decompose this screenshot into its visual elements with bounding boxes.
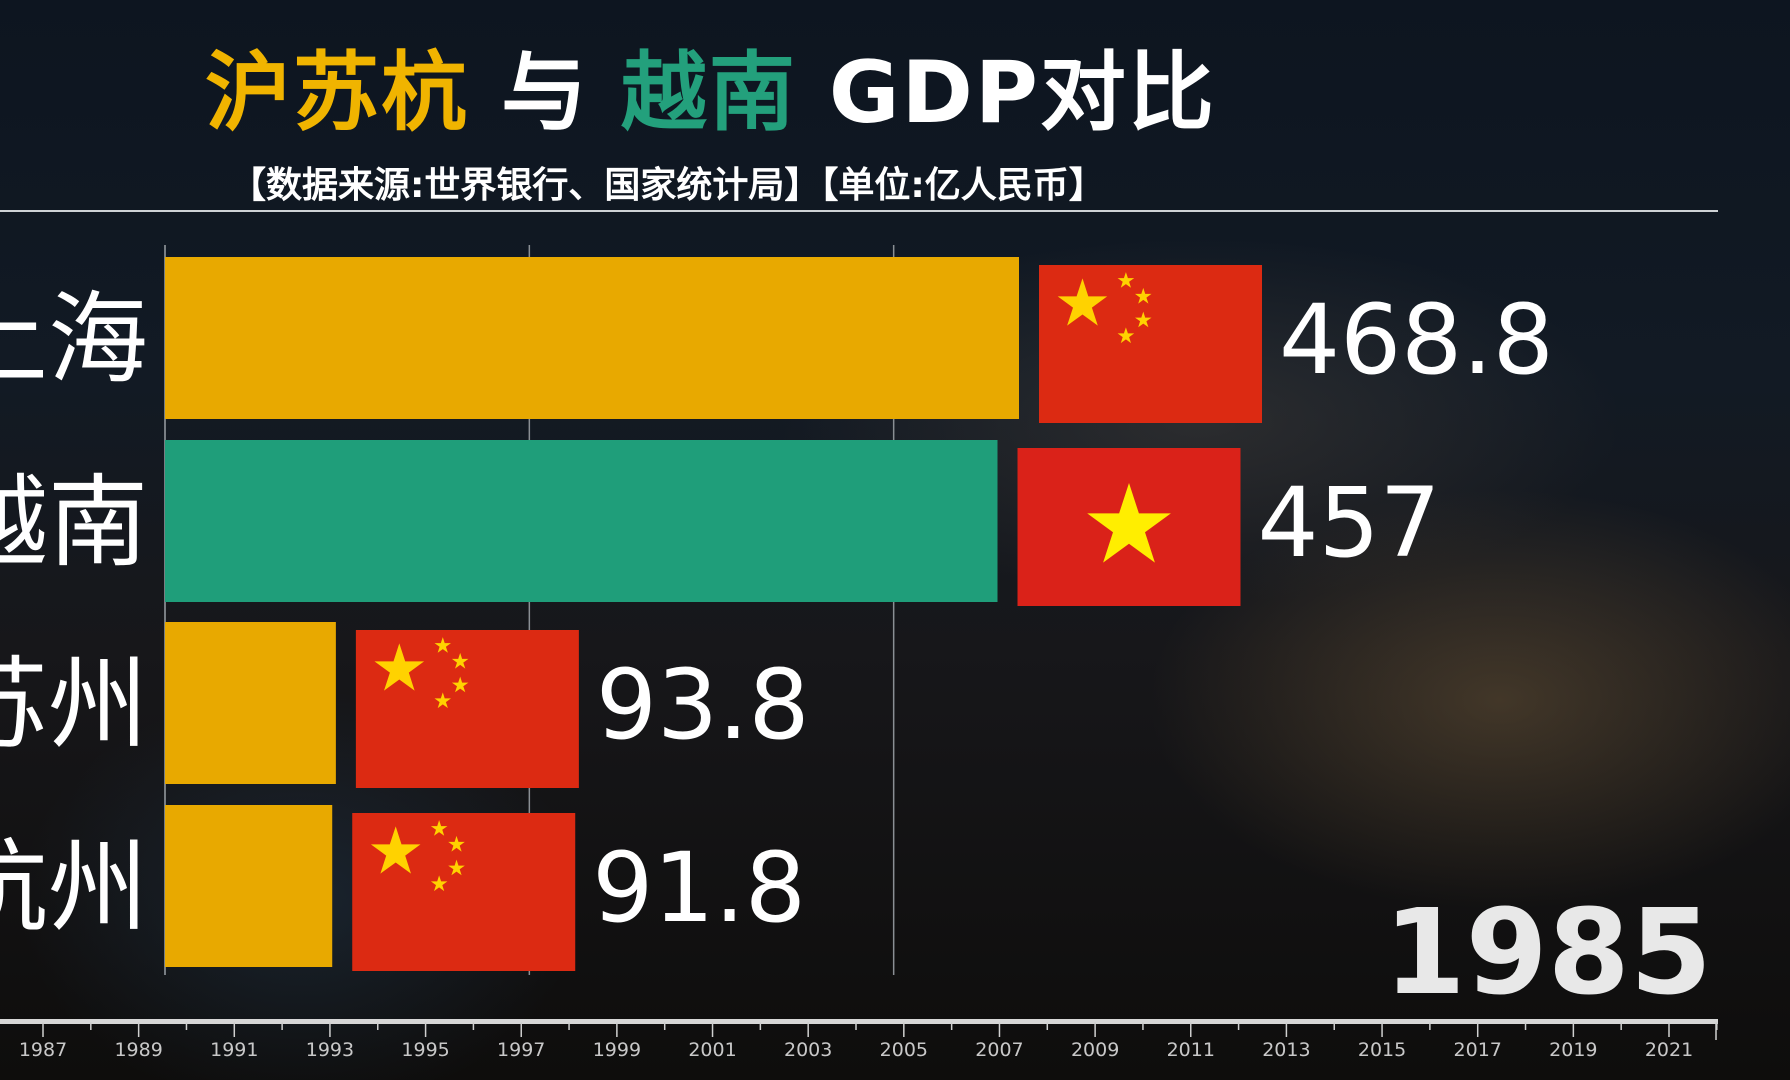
flag-field bbox=[352, 813, 576, 971]
timeline-tick-label: 1991 bbox=[210, 1039, 258, 1061]
chart-title: 沪苏杭 与 越南 GDP对比 bbox=[205, 22, 1216, 147]
timeline-tick-label: 2001 bbox=[688, 1039, 736, 1061]
bar bbox=[165, 622, 336, 784]
timeline-tick-label: 2005 bbox=[880, 1039, 928, 1061]
flag-star bbox=[1135, 311, 1152, 328]
title-gdp: GDP对比 bbox=[828, 43, 1216, 143]
flag-star bbox=[430, 820, 448, 836]
timeline-tick-label: 1997 bbox=[497, 1039, 545, 1061]
flag-star bbox=[370, 826, 421, 874]
flag-star bbox=[434, 637, 451, 653]
chart-subtitle: 【数据来源:世界银行、国家统计局】【单位:亿人民币】 bbox=[230, 165, 1105, 206]
flag-star bbox=[451, 676, 469, 693]
flag-star bbox=[1117, 272, 1135, 288]
bar bbox=[165, 257, 1019, 419]
title-cities: 沪苏杭 bbox=[205, 43, 469, 143]
vietnam-flag-icon bbox=[1017, 448, 1241, 606]
flag-star bbox=[374, 643, 425, 691]
timeline-tick-label: 2011 bbox=[1167, 1039, 1215, 1061]
timeline-tick-label: 2015 bbox=[1358, 1039, 1406, 1061]
timeline-tick-label: 2021 bbox=[1645, 1039, 1693, 1061]
flag-star bbox=[434, 692, 451, 709]
timeline-tick-label: 1995 bbox=[401, 1039, 449, 1061]
value-label: 468.8 bbox=[1279, 284, 1554, 396]
category-label: 上海 bbox=[0, 281, 148, 398]
timeline-tick-label: 1989 bbox=[114, 1039, 162, 1061]
flag-star bbox=[448, 859, 465, 876]
timeline-bar bbox=[0, 1019, 1718, 1024]
flag-field bbox=[1039, 265, 1262, 423]
flag-star bbox=[1057, 278, 1108, 326]
china-flag-icon bbox=[355, 630, 579, 788]
bar bbox=[165, 805, 333, 967]
timeline-tick-label: 2007 bbox=[975, 1039, 1023, 1061]
timeline-tick-label: 1993 bbox=[306, 1039, 354, 1061]
category-label: 杭州 bbox=[0, 829, 148, 946]
timeline-tick-label: 2003 bbox=[784, 1039, 832, 1061]
value-label: 93.8 bbox=[596, 649, 810, 761]
value-label: 457 bbox=[1258, 467, 1441, 579]
flag-star bbox=[1135, 287, 1152, 304]
timeline-tick-label: 1987 bbox=[19, 1039, 67, 1061]
timeline-tick-label: 1999 bbox=[593, 1039, 641, 1061]
flag-star bbox=[1087, 483, 1171, 563]
title-and: 与 bbox=[500, 43, 589, 143]
timeline-tick-label: 2019 bbox=[1549, 1039, 1597, 1061]
year-label: 1985 bbox=[1384, 883, 1712, 1021]
timeline-tick-label: 2009 bbox=[1071, 1039, 1119, 1061]
value-label: 91.8 bbox=[592, 832, 806, 944]
flag-star bbox=[1117, 327, 1135, 344]
timeline-tick-label: 2017 bbox=[1454, 1039, 1502, 1061]
timeline-tick-label: 2013 bbox=[1262, 1039, 1310, 1061]
title-vietnam: 越南 bbox=[620, 43, 797, 143]
china-flag-icon bbox=[352, 813, 576, 971]
flag-star bbox=[451, 652, 469, 669]
header-divider bbox=[0, 210, 1718, 212]
flag-star bbox=[448, 835, 465, 852]
category-label: 苏州 bbox=[0, 646, 148, 763]
flag-field bbox=[355, 630, 579, 788]
category-label: 越南 bbox=[0, 464, 148, 581]
flag-star bbox=[430, 875, 448, 892]
china-flag-icon bbox=[1039, 265, 1262, 423]
bar bbox=[165, 440, 998, 602]
